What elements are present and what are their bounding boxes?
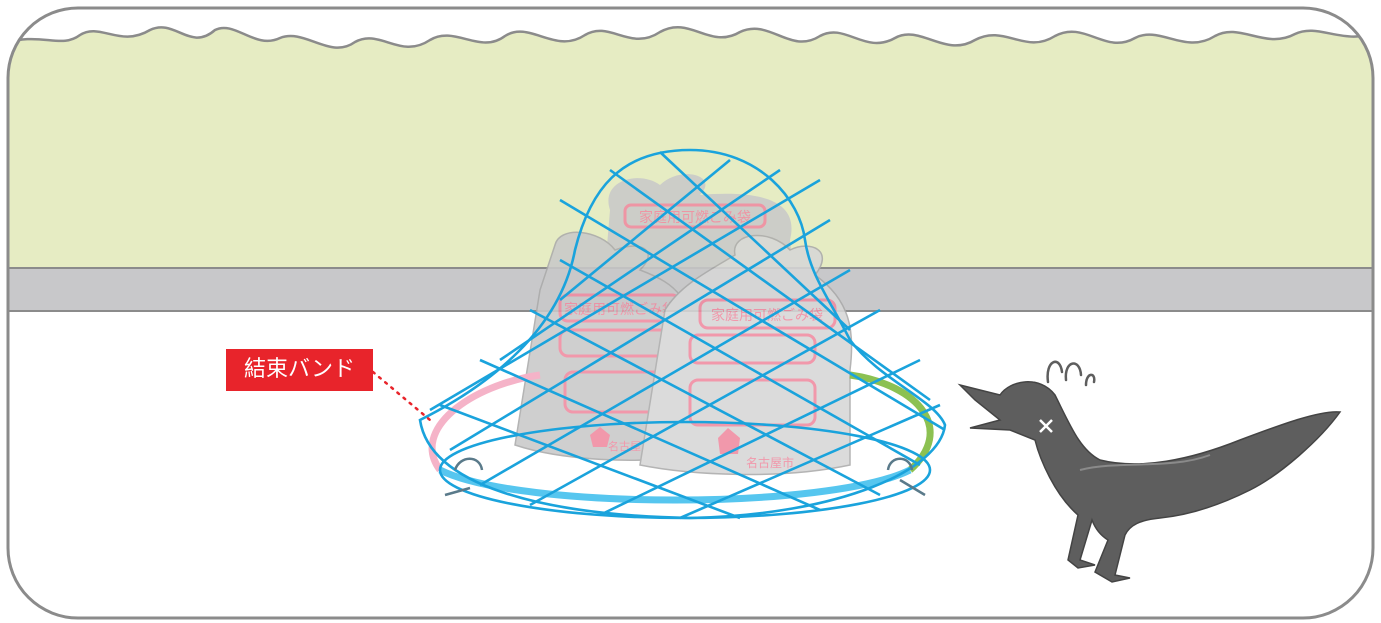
garbage-bags: 家庭用可燃ごみ袋 家庭用可燃ごみ袋 名古屋市 家庭用可燃ごみ袋 名古屋市 [514,174,853,476]
city-mascot-icon [718,428,740,454]
hedge [8,26,1373,272]
city-mascot-icon [590,427,610,447]
net-anchor-left [444,457,484,497]
bag-city-right: 名古屋市 [746,455,794,470]
bag-label-back: 家庭用可燃ごみ袋 [639,209,751,226]
confusion-mark-icon [1046,360,1096,387]
garbage-net [418,148,947,520]
crow-icon [957,381,1342,583]
net-anchor-right [886,457,926,497]
bag-label-right: 家庭用可燃ごみ袋 [711,307,823,324]
frame [6,6,1375,620]
binding-band-callout: 結束バンド [226,349,373,391]
